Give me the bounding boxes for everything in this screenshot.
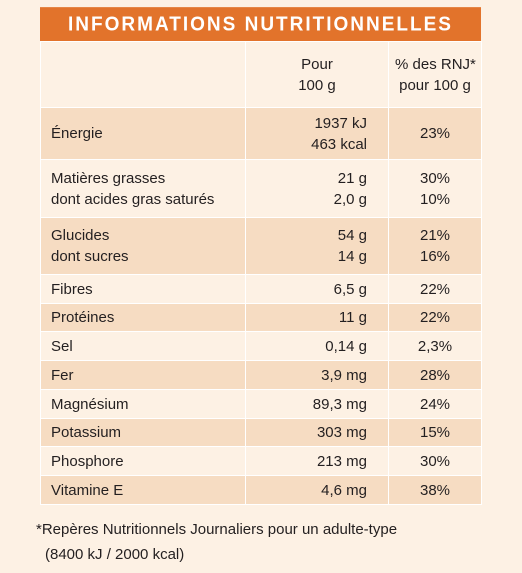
nutrient-value-cell: 1937 kJ 463 kcal — [245, 107, 389, 160]
nutrient-name: Sel — [51, 337, 73, 355]
nutrient-rnj-percent-cell: 15% — [388, 418, 482, 447]
footnote: *Repères Nutritionnels Journaliers pour … — [36, 517, 516, 567]
nutrient-name-cell: Glucides dont sucres — [40, 217, 246, 275]
header-per-100g-line: 100 g — [298, 76, 336, 94]
header-per-100g-line: Pour — [301, 55, 333, 73]
nutrient-rnj-percent: 21% — [419, 227, 451, 244]
nutrient-rnj-percent: 22% — [419, 280, 451, 298]
nutrient-value: 89,3 mg — [312, 395, 367, 413]
nutrient-name-cell: Vitamine E — [40, 475, 246, 505]
nutrient-value-cell: 3,9 mg — [245, 360, 389, 390]
nutrient-value: 2,0 g — [333, 190, 367, 208]
nutrient-name: Glucides — [51, 227, 110, 244]
nutrient-name: dont sucres — [51, 248, 129, 265]
nutrient-rnj-percent: 15% — [419, 424, 451, 441]
table-row: Glucides dont sucres 54 g 14 g 21% 16% — [40, 217, 482, 275]
header-rnj-line: pour 100 g — [399, 76, 471, 94]
nutrient-value: 213 mg — [316, 452, 367, 470]
nutrient-rnj-percent: 30% — [419, 169, 451, 187]
nutrient-name-cell: Matières grasses dont acides gras saturés — [40, 159, 246, 218]
nutrient-name: Énergie — [51, 125, 103, 142]
nutrient-name: Vitamine E — [51, 481, 124, 499]
table-row: Potassium 303 mg 15% — [40, 418, 482, 447]
nutrient-name: Matières grasses — [51, 169, 166, 187]
nutrient-rnj-percent-cell: 30% — [388, 446, 482, 476]
nutrient-rnj-percent-cell: 24% — [388, 389, 482, 419]
nutrient-value: 11 g — [338, 309, 367, 326]
nutrient-rnj-percent-cell: 28% — [388, 360, 482, 390]
nutrient-rnj-percent-cell: 38% — [388, 475, 482, 505]
nutrient-rnj-percent-cell: 30% 10% — [388, 159, 482, 218]
nutrient-value: 303 mg — [316, 424, 367, 441]
nutrient-rnj-percent: 16% — [419, 248, 451, 265]
nutrient-value: 1937 kJ — [314, 114, 367, 132]
nutrient-value: 3,9 mg — [321, 366, 367, 384]
nutrition-table: Pour 100 g % des RNJ* pour 100 g Énergie… — [40, 41, 482, 505]
table-title: INFORMATIONS NUTRITIONNELLES — [68, 13, 453, 36]
nutrient-value: 54 g — [337, 227, 367, 244]
table-row: Énergie 1937 kJ 463 kcal 23% — [40, 107, 482, 160]
nutrient-name: Phosphore — [51, 452, 124, 470]
nutrient-name: dont acides gras saturés — [51, 190, 215, 208]
nutrient-rnj-percent: 28% — [419, 366, 451, 384]
header-per-100g: Pour 100 g — [245, 41, 389, 108]
nutrient-rnj-percent: 22% — [419, 309, 451, 326]
header-rnj: % des RNJ* pour 100 g — [388, 41, 482, 108]
footnote-line: (8400 kJ / 2000 kcal) — [45, 546, 185, 563]
nutrient-rnj-percent-cell: 22% — [388, 303, 482, 332]
nutrient-rnj-percent-cell: 21% 16% — [388, 217, 482, 275]
nutrient-value-cell: 54 g 14 g — [245, 217, 389, 275]
nutrient-value: 14 g — [337, 248, 367, 265]
nutrient-name-cell: Énergie — [40, 107, 246, 160]
nutrient-name-cell: Fibres — [40, 274, 246, 304]
nutrient-name: Potassium — [51, 424, 122, 441]
nutrient-name-cell: Fer — [40, 360, 246, 390]
table-row: Sel 0,14 g 2,3% — [40, 331, 482, 361]
nutrient-rnj-percent: 10% — [419, 190, 451, 208]
nutrient-rnj-percent-cell: 2,3% — [388, 331, 482, 361]
header-rnj-line: % des RNJ* — [395, 55, 476, 73]
nutrient-value-cell: 303 mg — [245, 418, 389, 447]
nutrient-value-cell: 4,6 mg — [245, 475, 389, 505]
nutrient-name-cell: Sel — [40, 331, 246, 361]
table-row: Vitamine E 4,6 mg 38% — [40, 475, 482, 505]
nutrient-value-cell: 213 mg — [245, 446, 389, 476]
nutrient-rnj-percent-cell: 22% — [388, 274, 482, 304]
nutrient-name: Magnésium — [51, 395, 129, 413]
nutrient-rnj-percent: 23% — [419, 125, 451, 142]
nutrient-name-cell: Phosphore — [40, 446, 246, 476]
nutrient-rnj-percent: 2,3% — [417, 337, 453, 355]
nutrient-name-cell: Protéines — [40, 303, 246, 332]
table-title-banner: INFORMATIONS NUTRITIONNELLES — [40, 7, 481, 43]
nutrient-value: 0,14 g — [325, 337, 367, 355]
header-blank-cell — [40, 41, 246, 108]
table-row: Fer 3,9 mg 28% — [40, 360, 482, 390]
header-row: Pour 100 g % des RNJ* pour 100 g — [40, 41, 482, 108]
table-row: Phosphore 213 mg 30% — [40, 446, 482, 476]
nutrient-value-cell: 0,14 g — [245, 331, 389, 361]
nutrient-value-cell: 11 g — [245, 303, 389, 332]
nutrient-name: Fibres — [51, 280, 93, 298]
nutrient-name: Protéines — [51, 309, 115, 326]
table-row: Protéines 11 g 22% — [40, 303, 482, 332]
nutrient-name-cell: Potassium — [40, 418, 246, 447]
nutrient-rnj-percent-cell: 23% — [388, 107, 482, 160]
nutrient-name-cell: Magnésium — [40, 389, 246, 419]
nutrient-value-cell: 21 g 2,0 g — [245, 159, 389, 218]
nutrient-value-cell: 89,3 mg — [245, 389, 389, 419]
nutrient-rnj-percent: 30% — [419, 452, 451, 470]
table-row: Magnésium 89,3 mg 24% — [40, 389, 482, 419]
nutrient-value: 463 kcal — [311, 135, 367, 153]
table-row: Matières grasses dont acides gras saturés… — [40, 159, 482, 218]
nutrient-value-cell: 6,5 g — [245, 274, 389, 304]
footnote-line: *Repères Nutritionnels Journaliers pour … — [36, 521, 398, 538]
nutrient-value: 4,6 mg — [321, 481, 367, 499]
nutrient-value: 6,5 g — [333, 280, 367, 298]
nutrient-rnj-percent: 38% — [419, 481, 451, 499]
nutrient-name: Fer — [51, 366, 74, 384]
table-row: Fibres 6,5 g 22% — [40, 274, 482, 304]
nutrient-rnj-percent: 24% — [419, 395, 451, 413]
nutrient-value: 21 g — [337, 169, 367, 187]
